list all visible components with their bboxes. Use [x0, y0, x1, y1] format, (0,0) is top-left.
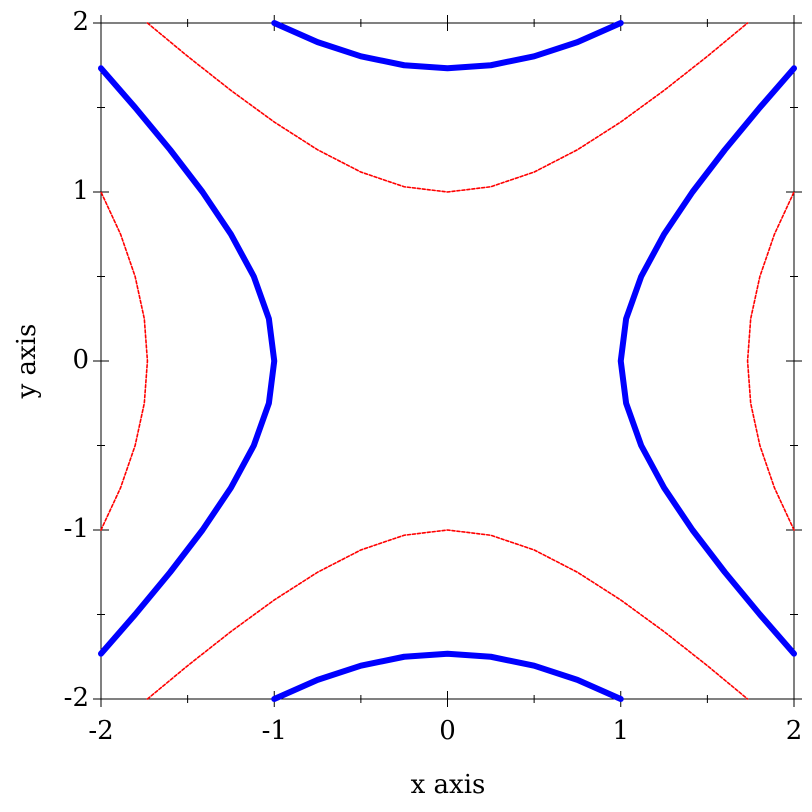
y-axis-label: y axis	[12, 324, 42, 400]
y-tick-label: -2	[64, 683, 89, 713]
x-tick-label: 2	[786, 716, 803, 746]
y-tick-label: 1	[72, 176, 89, 206]
plot-frame	[100, 22, 795, 700]
contour-line	[100, 22, 795, 700]
contour-line	[98, 20, 797, 702]
x-tick-label: 0	[439, 716, 456, 746]
y-tick-label: -1	[64, 514, 89, 544]
x-tick-label: -2	[88, 716, 113, 746]
y-tick-label: 2	[72, 7, 89, 37]
x-tick-label: 1	[612, 716, 629, 746]
y-tick-label: 0	[72, 345, 89, 375]
x-tick-label: -1	[262, 716, 287, 746]
x-axis-label: x axis	[411, 770, 486, 800]
